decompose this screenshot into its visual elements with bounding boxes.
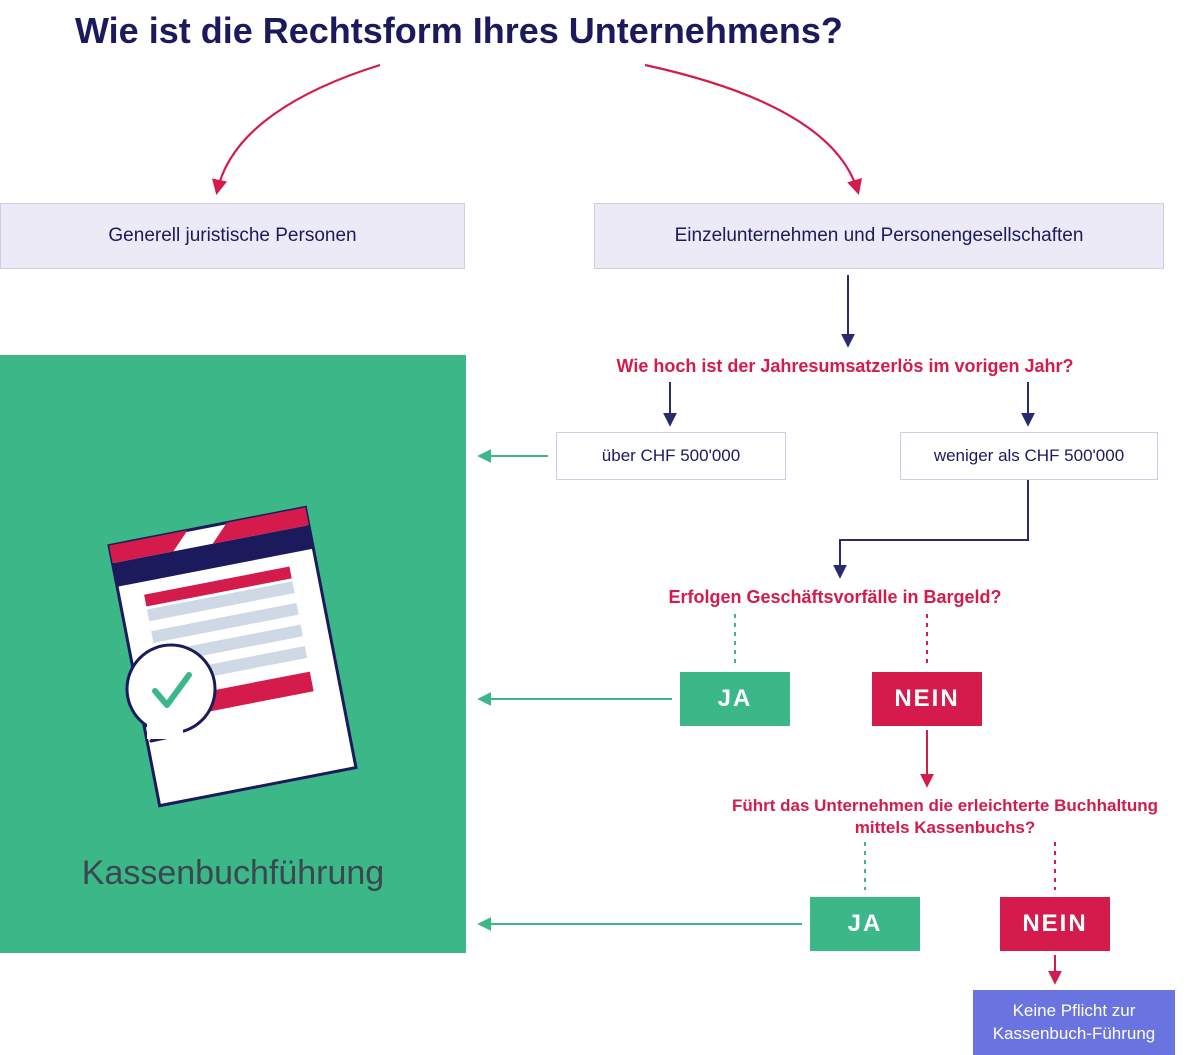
document-check-icon	[83, 494, 383, 824]
answer-nein-2: NEIN	[1000, 897, 1110, 951]
edge-title-to-right	[645, 65, 858, 192]
answer-ja-2: JA	[810, 897, 920, 951]
question-simplified-accounting: Führt das Unternehmen die erleichterte B…	[730, 795, 1160, 839]
result-no-obligation: Keine Pflicht zur Kassenbuch-Führung	[973, 990, 1175, 1055]
node-revenue-under: weniger als CHF 500'000	[900, 432, 1158, 480]
node-sole-proprietorship: Einzelunternehmen und Personengesellscha…	[594, 203, 1164, 269]
question-revenue: Wie hoch ist der Jahresumsatzerlös im vo…	[545, 355, 1145, 378]
node-label: Einzelunternehmen und Personengesellscha…	[675, 223, 1084, 249]
answer-label: JA	[718, 685, 753, 713]
flowchart-canvas: Wie ist die Rechtsform Ihres Unternehmen…	[0, 0, 1192, 1055]
answer-label: NEIN	[894, 685, 959, 713]
node-label: über CHF 500'000	[602, 446, 740, 466]
node-legal-entities: Generell juristische Personen	[0, 203, 465, 269]
node-revenue-over: über CHF 500'000	[556, 432, 786, 480]
result-kassenbuch: Kassenbuchführung	[0, 355, 466, 953]
node-label: Generell juristische Personen	[108, 223, 356, 249]
flowchart-title: Wie ist die Rechtsform Ihres Unternehmen…	[75, 10, 843, 52]
edge-title-to-left	[217, 65, 380, 192]
result-label: Kassenbuchführung	[82, 854, 384, 893]
answer-label: NEIN	[1022, 910, 1087, 938]
answer-ja-1: JA	[680, 672, 790, 726]
result-label: Keine Pflicht zur Kassenbuch-Führung	[991, 1000, 1157, 1046]
node-label: weniger als CHF 500'000	[934, 446, 1124, 466]
answer-nein-1: NEIN	[872, 672, 982, 726]
edge-under-to-qcash	[840, 480, 1028, 576]
answer-label: JA	[848, 910, 883, 938]
question-cash: Erfolgen Geschäftsvorfälle in Bargeld?	[620, 586, 1050, 609]
